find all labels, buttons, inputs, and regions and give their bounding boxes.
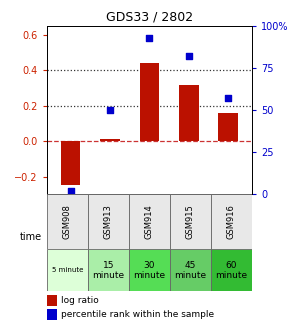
Text: GSM913: GSM913 (104, 204, 113, 239)
Bar (61, 141, 80, 185)
Text: 30
minute: 30 minute (133, 261, 166, 280)
Bar (47, 295, 57, 306)
Point (187, 54, 191, 59)
Text: GSM914: GSM914 (145, 204, 154, 239)
Title: GDS33 / 2802: GDS33 / 2802 (106, 10, 193, 24)
Text: GSM915: GSM915 (186, 204, 195, 239)
Text: log ratio: log ratio (61, 296, 99, 305)
Bar (170, 250, 211, 291)
Bar (179, 85, 199, 141)
Point (108, 108, 112, 113)
Bar (88, 194, 129, 250)
Bar (139, 63, 159, 141)
Text: 60
minute: 60 minute (215, 261, 248, 280)
Text: 45
minute: 45 minute (174, 261, 207, 280)
Text: time: time (20, 232, 42, 242)
Bar (100, 140, 120, 141)
Bar (129, 194, 170, 250)
Point (68, 188, 73, 194)
Bar (47, 309, 57, 320)
Point (226, 96, 231, 101)
Bar (47, 250, 88, 291)
Bar (88, 250, 129, 291)
Text: GSM908: GSM908 (63, 204, 72, 239)
Bar (219, 113, 238, 141)
Text: percentile rank within the sample: percentile rank within the sample (61, 310, 214, 319)
Text: 5 minute: 5 minute (52, 267, 83, 273)
Bar (211, 194, 252, 250)
Text: GSM916: GSM916 (227, 204, 236, 239)
Bar (129, 250, 170, 291)
Bar (47, 194, 88, 250)
Bar (170, 194, 211, 250)
Point (147, 35, 152, 41)
Text: 15
minute: 15 minute (92, 261, 125, 280)
Bar (211, 250, 252, 291)
